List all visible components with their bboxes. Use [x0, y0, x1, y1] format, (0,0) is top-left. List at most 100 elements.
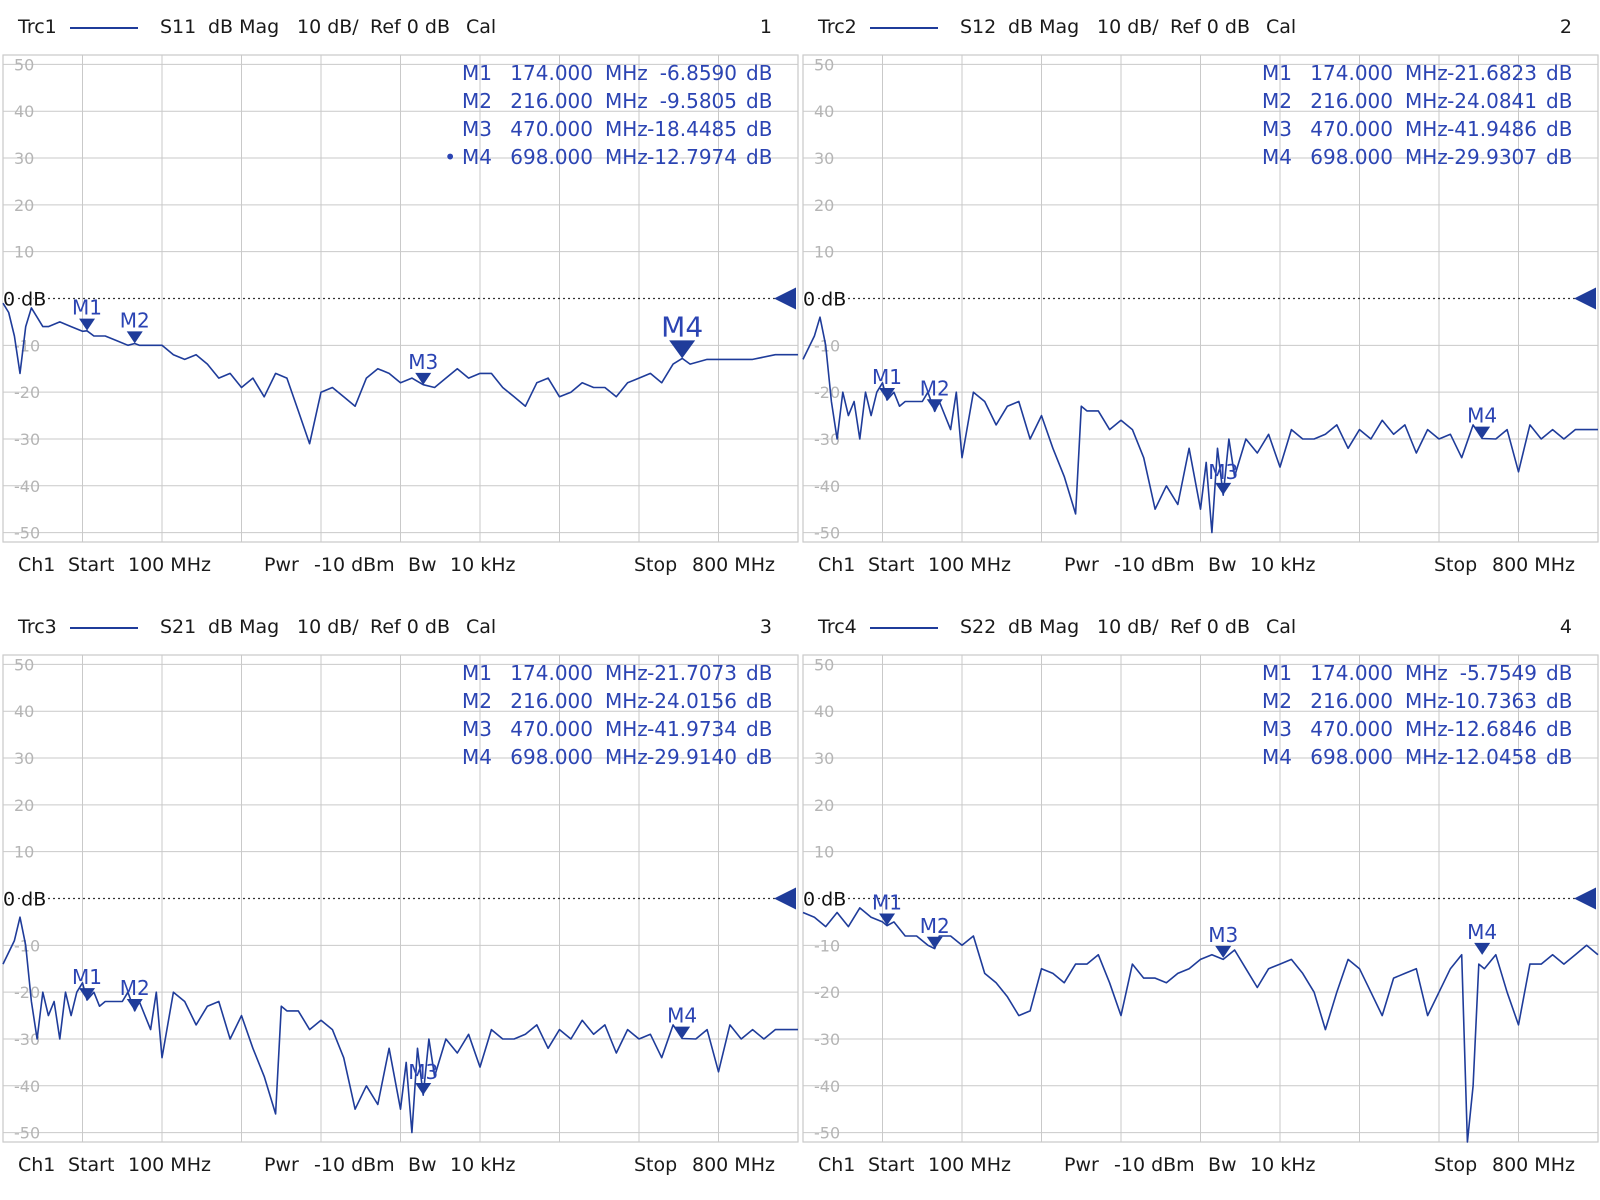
trace-s11[interactable] [2, 302, 798, 445]
readout-frequency-unit: MHz [605, 661, 648, 685]
readout-value-unit: dB [746, 689, 772, 713]
power-value: -10 dBm [1114, 1154, 1195, 1176]
trace-header: Trc1 S11 dB Mag 10 dB/Ref 0 dB Cal 1 [0, 10, 800, 46]
marker-readout-row: M2 216.000 MHz -10.7363 dB [1262, 689, 1572, 713]
readout-frequency: 470.000 [510, 117, 593, 141]
trace-cal-label: Cal [466, 616, 497, 638]
y-tick-label: -10 [14, 336, 40, 355]
y-tick-label: -10 [814, 936, 840, 955]
readout-marker-name: M2 [1262, 689, 1292, 713]
y-tick-label: 10 [14, 843, 34, 862]
triangle-down-icon[interactable] [126, 331, 143, 344]
trace-plot[interactable]: 50 40 30 20 10 -10 -20 -30 -40 -50 0 dB M1 M2 M3 M4 M1 1… [800, 0, 1600, 600]
readout-frequency: 698.000 [510, 145, 593, 169]
triangle-down-icon[interactable] [1215, 482, 1232, 495]
triangle-down-icon[interactable] [879, 388, 896, 401]
triangle-down-icon[interactable] [1215, 945, 1232, 958]
y-tick-label: 40 [14, 102, 34, 121]
triangle-down-icon[interactable] [926, 399, 943, 412]
trace-panel-4[interactable]: Trc4 S22 dB Mag 10 dB/Ref 0 dB Cal 4 Ch1 Start 1… [800, 600, 1600, 1200]
y-tick-label: 10 [814, 843, 834, 862]
marker-readout-row: M1 174.000 MHz -21.6823 dB [1262, 61, 1572, 85]
readout-value: -12.7974 [647, 145, 737, 169]
readout-value: -5.7549 [1460, 661, 1537, 685]
trace-s22[interactable] [802, 907, 1599, 1143]
y-tick-label: 50 [814, 655, 834, 674]
triangle-left-icon[interactable] [1574, 887, 1596, 910]
trace-number: 2 [1559, 16, 1572, 38]
stop-value: 800 MHz [1492, 554, 1575, 576]
readout-value-unit: dB [1546, 745, 1572, 769]
trace-plot[interactable]: 50 40 30 20 10 -10 -20 -30 -40 -50 0 dB M1 M2 M3 M4 M1 1… [0, 0, 800, 600]
readout-frequency: 216.000 [1310, 89, 1393, 113]
power-value: -10 dBm [314, 554, 395, 576]
bandwidth-value: 10 kHz [1250, 1154, 1316, 1176]
readout-value: -6.8590 [660, 61, 737, 85]
triangle-down-icon[interactable] [926, 936, 943, 949]
y-tick-label: -30 [814, 430, 840, 449]
bandwidth-label: Bw [1208, 1154, 1237, 1176]
trace-plot[interactable]: 50 40 30 20 10 -10 -20 -30 -40 -50 0 dB M1 M2 M3 M4 M1 1… [0, 600, 800, 1200]
triangle-down-icon[interactable] [415, 1083, 432, 1096]
channel-label: Ch1 [18, 554, 56, 576]
trace-cal-label: Cal [1266, 616, 1297, 638]
stop-value: 800 MHz [1492, 1154, 1575, 1176]
readout-value: -29.9140 [647, 745, 737, 769]
power-label: Pwr [264, 1154, 299, 1176]
readout-frequency: 216.000 [510, 689, 593, 713]
readout-frequency-unit: MHz [605, 61, 648, 85]
marker-label-m4: M4 [1467, 404, 1497, 428]
channel-footer: Ch1 Start 100 MHz Pwr -10 dBm Bw 10 kHz Stop 800… [800, 1148, 1600, 1184]
marker-label-m3: M3 [1208, 460, 1238, 484]
power-label: Pwr [1064, 1154, 1099, 1176]
trace-panel-1[interactable]: Trc1 S11 dB Mag 10 dB/Ref 0 dB Cal 1 Ch1 Start 1… [0, 0, 800, 600]
trace-name: Trc3 [18, 616, 57, 638]
readout-value: -12.0458 [1447, 745, 1537, 769]
triangle-down-icon[interactable] [1474, 426, 1491, 439]
trace-line-icon [870, 627, 938, 629]
readout-frequency: 698.000 [510, 745, 593, 769]
triangle-down-icon[interactable] [79, 988, 96, 1001]
power-value: -10 dBm [1114, 554, 1195, 576]
triangle-down-icon[interactable] [674, 1026, 691, 1039]
marker-label-m1: M1 [72, 965, 102, 989]
trace-line-icon [870, 27, 938, 29]
trace-cal-label: Cal [1266, 16, 1297, 38]
trace-line-icon [70, 27, 138, 29]
y-tick-label: -20 [814, 383, 840, 402]
triangle-down-icon[interactable] [1474, 942, 1491, 955]
triangle-down-icon[interactable] [669, 340, 696, 359]
marker-label-m4: M4 [667, 1004, 697, 1028]
trace-header: Trc4 S22 dB Mag 10 dB/Ref 0 dB Cal 4 [800, 610, 1600, 646]
readout-frequency-unit: MHz [605, 689, 648, 713]
start-value: 100 MHz [928, 1154, 1011, 1176]
trace-panel-3[interactable]: Trc3 S21 dB Mag 10 dB/Ref 0 dB Cal 3 Ch1 Start 1… [0, 600, 800, 1200]
readout-value-unit: dB [746, 145, 772, 169]
triangle-down-icon[interactable] [126, 998, 143, 1011]
readout-value: -24.0841 [1447, 89, 1537, 113]
y-tick-label: 20 [814, 796, 834, 815]
triangle-left-icon[interactable] [774, 287, 796, 310]
triangle-down-icon[interactable] [879, 913, 896, 926]
y-tick-label: 20 [14, 196, 34, 215]
readout-marker-name: M4 [462, 745, 492, 769]
trace-panel-2[interactable]: Trc2 S12 dB Mag 10 dB/Ref 0 dB Cal 2 Ch1 Start 1… [800, 0, 1600, 600]
trace-s12[interactable] [802, 316, 1598, 534]
triangle-left-icon[interactable] [1574, 287, 1596, 310]
triangle-down-icon[interactable] [79, 318, 96, 331]
readout-marker-name: M1 [1262, 61, 1292, 85]
trace-s21[interactable] [2, 916, 798, 1134]
trace-plot[interactable]: 50 40 30 20 10 -10 -20 -30 -40 -50 0 dB M1 M2 M3 M4 M1 1… [800, 600, 1600, 1200]
readout-frequency-unit: MHz [605, 717, 648, 741]
readout-frequency-unit: MHz [605, 145, 648, 169]
marker-label-m4: M4 [661, 310, 703, 343]
trace-name: Trc1 [18, 16, 57, 38]
readout-value-unit: dB [746, 117, 772, 141]
readout-value: -18.4485 [647, 117, 737, 141]
trace-name: Trc4 [818, 616, 857, 638]
bandwidth-value: 10 kHz [450, 1154, 516, 1176]
triangle-left-icon[interactable] [774, 887, 796, 910]
y-tick-label: 30 [814, 749, 834, 768]
triangle-down-icon[interactable] [415, 372, 432, 385]
readout-value-unit: dB [746, 661, 772, 685]
